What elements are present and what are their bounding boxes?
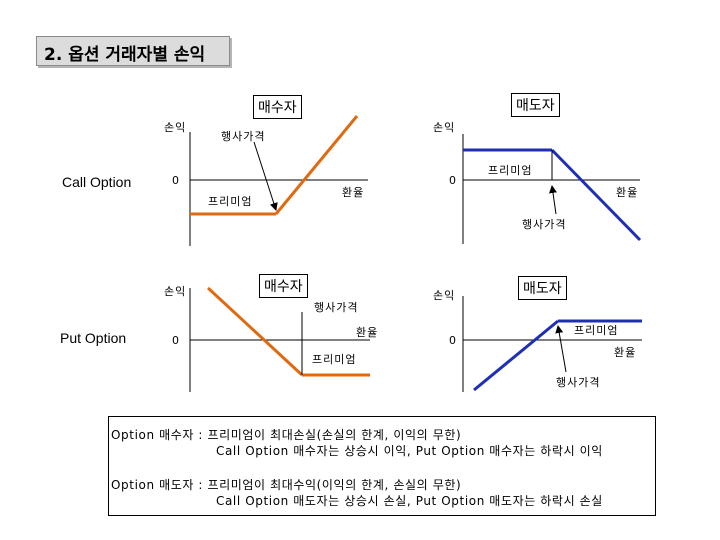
- row-label-put: Put Option: [60, 330, 127, 346]
- put-buyer-role: 매수자: [259, 274, 308, 298]
- call-seller-x-label: 환율: [616, 186, 639, 199]
- call-seller-premium-label: 프리미엄: [488, 164, 533, 177]
- summary-box: [108, 416, 656, 516]
- put-seller-premium-label: 프리미엄: [574, 324, 619, 337]
- put-buyer-premium-label: 프리미엄: [312, 353, 357, 366]
- slide-title-box: [36, 36, 230, 66]
- call-seller-strike-label: 행사가격: [522, 218, 567, 231]
- put-buyer-x-label: 환율: [356, 326, 379, 339]
- put-buyer-zero: 0: [172, 334, 179, 347]
- slide-title: 2. 옵션 거래자별 손익: [44, 45, 206, 65]
- put-seller-y-label: 손익: [433, 289, 456, 302]
- buyer-note-line2: Call Option 매수자는 상승시 이익, Put Option 매수자는…: [216, 444, 603, 458]
- put-seller-x-label: 환율: [614, 346, 637, 359]
- put-seller-strike-label: 행사가격: [556, 376, 601, 389]
- call-buyer-strike-pointer: [253, 141, 278, 211]
- put-seller-payoff-rise: [473, 319, 559, 392]
- call-buyer-role: 매수자: [253, 95, 302, 119]
- call-buyer-zero: 0: [172, 174, 179, 187]
- call-seller-role: 매도자: [511, 93, 560, 117]
- call-seller-strike-pointer: [549, 185, 557, 215]
- put-seller-strike-pointer: [555, 325, 567, 373]
- call-buyer-premium-label: 프리미엄: [208, 195, 253, 208]
- call-buyer-y-label: 손익: [164, 121, 187, 134]
- row-label-call: Call Option: [62, 174, 132, 190]
- put-buyer-strike-label: 행사가격: [314, 301, 359, 314]
- put-seller-zero: 0: [449, 334, 456, 347]
- seller-note-line2: Call Option 매도자는 상승시 손실, Put Option 매도자는…: [216, 494, 603, 508]
- call-seller-payoff-fall: [550, 148, 642, 242]
- call-buyer-payoff-rise: [274, 115, 359, 215]
- seller-note-line1: Option 매도자 : 프리미엄이 최대수익(이익의 한계, 손실의 무한): [111, 478, 462, 492]
- call-buyer-x-label: 환율: [342, 186, 365, 199]
- call-seller-y-label: 손익: [433, 121, 456, 134]
- call-buyer-strike-label: 행사가격: [221, 130, 266, 143]
- put-buyer-payoff-fall: [206, 286, 304, 377]
- call-seller-zero: 0: [449, 174, 456, 187]
- put-seller-role: 매도자: [518, 276, 567, 300]
- put-buyer-y-label: 손익: [164, 285, 187, 298]
- buyer-note-line1: Option 매수자 : 프리미엄이 최대손실(손실의 한계, 이익의 무한): [111, 428, 462, 442]
